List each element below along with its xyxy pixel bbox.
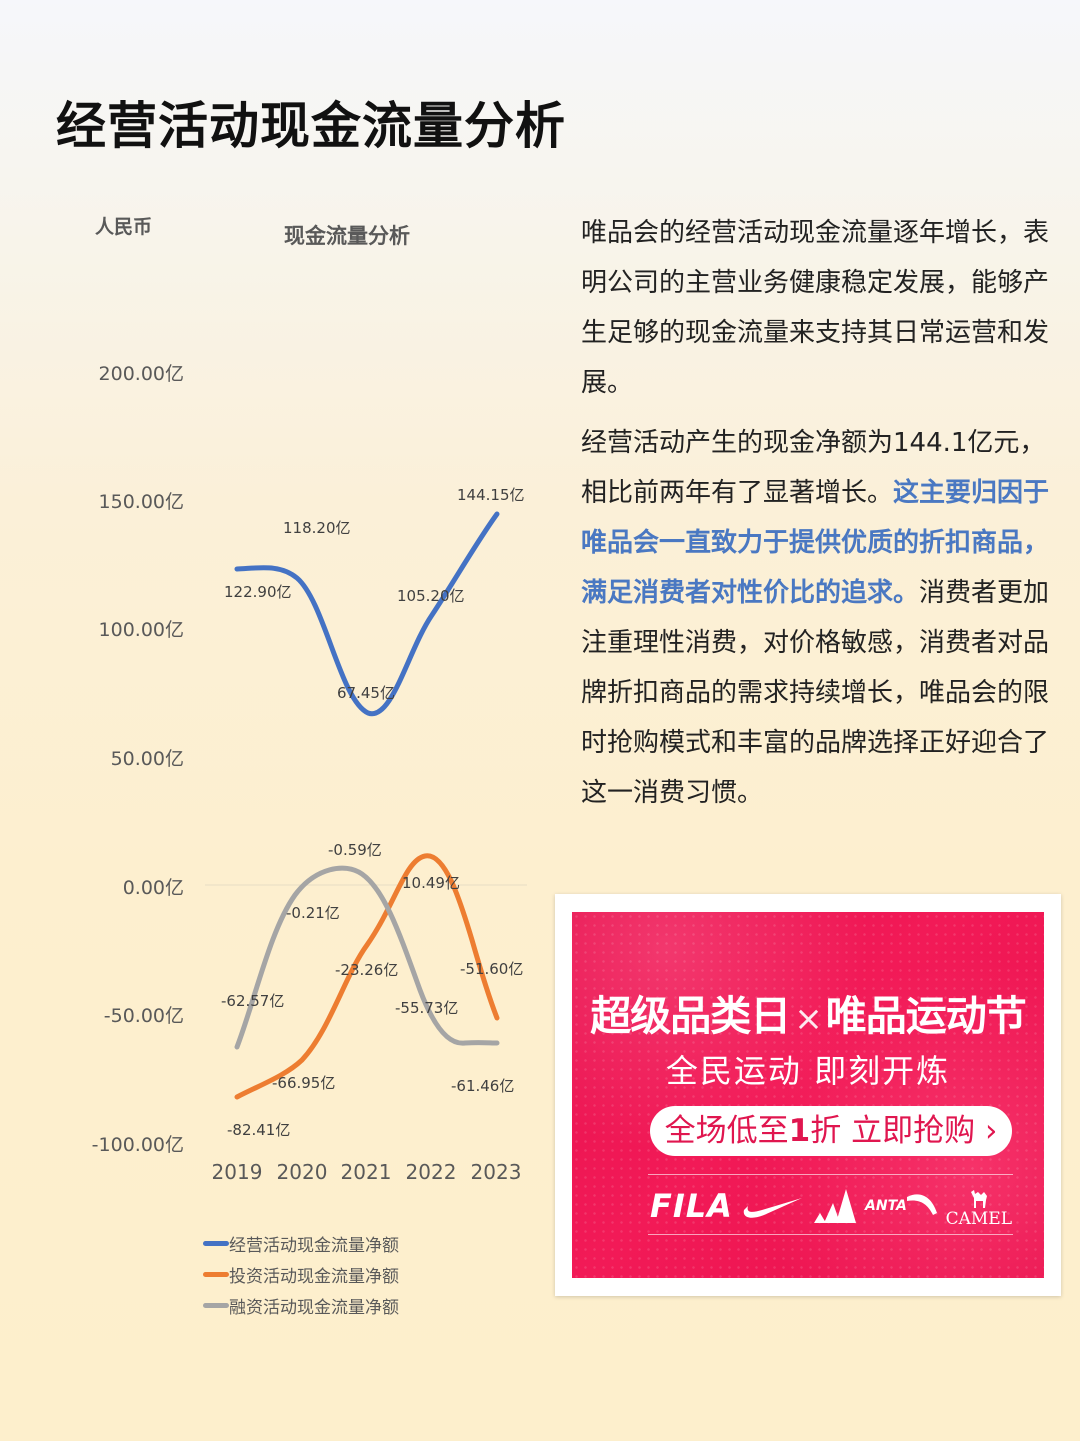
- data-label-operating: 118.20亿: [283, 519, 351, 537]
- data-label-investing: -82.41亿: [227, 1121, 291, 1139]
- data-label-financing: -62.57亿: [221, 992, 285, 1010]
- y-tick: 200.00亿: [98, 363, 184, 385]
- y-tick: 50.00亿: [110, 748, 184, 770]
- banner-headline: 超级品类日 ×唯品运动节: [572, 982, 1044, 1042]
- anta-logo: ANTA: [865, 1191, 937, 1221]
- data-label-financing: -0.21亿: [286, 904, 340, 922]
- series-line-investing: [234, 853, 500, 1100]
- data-label-financing: -55.73亿: [395, 999, 459, 1017]
- paragraph-2-intro: 经营活动产生的现金净额为144.1亿元，相比前两年有了显著增长。: [581, 428, 1046, 508]
- promo-banner[interactable]: 超级品类日 ×唯品运动节 全民运动 即刻开炼 全场低至1折 立即抢购 › FILA…: [572, 912, 1044, 1278]
- x-tick: 2023: [470, 1160, 522, 1184]
- cta-text: 折 立即抢购: [810, 1113, 976, 1149]
- paragraph-2: 经营活动产生的现金净额为144.1亿元，相比前两年有了显著增长。这主要归因于唯品…: [581, 418, 1051, 818]
- legend-item-investing: 投资活动现金流量净额: [203, 1259, 399, 1290]
- legend-swatch-icon: [203, 1303, 229, 1308]
- data-label-operating: 122.90亿: [224, 583, 292, 601]
- shop-now-button[interactable]: 全场低至1折 立即抢购 ›: [650, 1106, 1012, 1156]
- cta-discount: 1: [788, 1113, 811, 1149]
- y-tick: 0.00亿: [122, 877, 184, 899]
- legend-swatch-icon: [203, 1272, 229, 1277]
- banner-dot-pattern: [572, 912, 1044, 1278]
- chart-title: 现金流量分析: [284, 224, 410, 248]
- plot-area: [205, 511, 527, 1100]
- promo-banner-frame[interactable]: 超级品类日 ×唯品运动节 全民运动 即刻开炼 全场低至1折 立即抢购 › FILA…: [555, 894, 1061, 1296]
- paragraph-2-rest: 消费者更加注重理性消费，对价格敏感，消费者对品牌折扣商品的需求持续增长，唯品会的…: [581, 578, 1050, 808]
- paragraph-1: 唯品会的经营活动现金流量逐年增长，表明公司的主营业务健康稳定发展，能够产生足够的…: [581, 218, 1050, 398]
- legend-item-financing: 融资活动现金流量净额: [203, 1290, 399, 1321]
- brand-logos: FILA ANTA CAMEL: [650, 1180, 1012, 1232]
- legend-label: 经营活动现金流量净额: [229, 1236, 399, 1256]
- data-label-investing: -51.60亿: [460, 960, 524, 978]
- series-line-operating: [234, 511, 500, 717]
- chart-legend: 经营活动现金流量净额 投资活动现金流量净额 融资活动现金流量净额: [203, 1228, 399, 1321]
- banner-headline-right: 唯品运动节: [825, 992, 1027, 1040]
- anta-logo-text: ANTA: [865, 1198, 907, 1214]
- paragraph-2-highlight: 这主要归因于唯品会一直致力于提供优质的折扣商品，满足消费者对性价比的追求。: [581, 478, 1050, 608]
- data-label-financing: -0.59亿: [328, 841, 382, 859]
- y-tick: -100.00亿: [91, 1134, 184, 1156]
- page-title: 经营活动现金流量分析: [56, 97, 566, 155]
- legend-swatch-icon: [203, 1241, 229, 1246]
- banner-cross-icon: ×: [794, 999, 822, 1039]
- fila-logo-icon: FILA: [650, 1187, 733, 1225]
- data-label-investing: -23.26亿: [335, 961, 399, 979]
- data-label-investing: -66.95亿: [272, 1074, 336, 1092]
- x-tick: 2021: [340, 1160, 392, 1184]
- legend-label: 融资活动现金流量净额: [229, 1298, 399, 1318]
- anta-swoosh-icon: [906, 1194, 937, 1215]
- y-tick: 150.00亿: [98, 491, 184, 513]
- cta-text: 全场低至: [664, 1113, 789, 1149]
- data-label-financing: -61.46亿: [451, 1077, 515, 1095]
- camel-logo: CAMEL: [946, 1186, 1012, 1227]
- chevron-right-icon: ›: [984, 1113, 998, 1149]
- y-axis-unit-label: 人民币: [95, 216, 153, 238]
- analysis-text: 唯品会的经营活动现金流量逐年增长，表明公司的主营业务健康稳定发展，能够产生足够的…: [581, 208, 1051, 828]
- divider: [648, 1234, 1013, 1235]
- adidas-stripes-icon: [814, 1189, 857, 1223]
- data-label-operating: 105.20亿: [397, 587, 465, 605]
- x-tick: 2019: [211, 1160, 263, 1184]
- camel-logo-text: CAMEL: [945, 1208, 1012, 1229]
- data-label-investing: 10.49亿: [402, 874, 460, 892]
- x-tick: 2022: [405, 1160, 457, 1184]
- data-label-operating: 144.15亿: [457, 486, 525, 504]
- banner-subtitle: 全民运动 即刻开炼: [665, 1052, 951, 1090]
- divider: [648, 1174, 1013, 1175]
- camel-icon: [970, 1189, 987, 1208]
- legend-label: 投资活动现金流量净额: [229, 1267, 399, 1287]
- data-label-operating: 67.45亿: [337, 684, 395, 702]
- nike-swoosh-icon: [743, 1198, 802, 1218]
- series-line-financing: [234, 865, 500, 1050]
- x-tick: 2020: [276, 1160, 328, 1184]
- y-tick: -50.00亿: [103, 1005, 184, 1027]
- banner-headline-left: 超级品类日: [590, 992, 791, 1040]
- y-tick: 100.00亿: [98, 619, 184, 641]
- legend-item-operating: 经营活动现金流量净额: [203, 1228, 399, 1259]
